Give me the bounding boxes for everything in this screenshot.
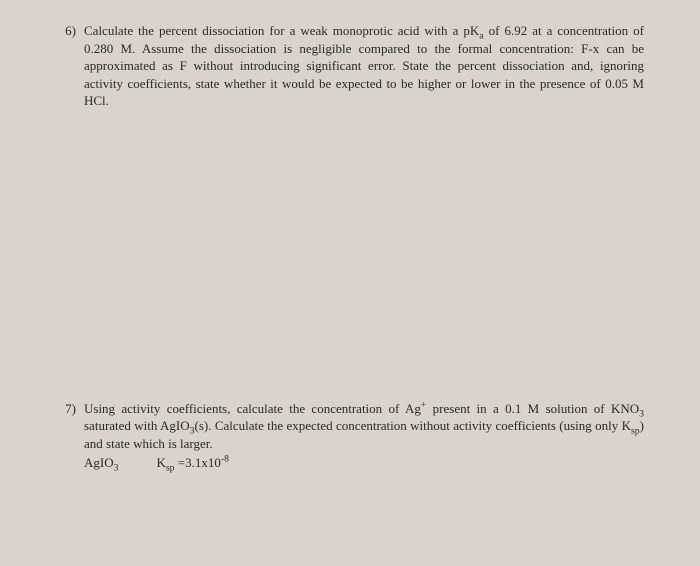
ksp-symbol: K xyxy=(156,455,165,470)
problem-body-6: Calculate the percent dissociation for a… xyxy=(84,22,644,110)
problem-number-6: 6) xyxy=(56,22,76,110)
problem-body-7: Using activity coefficients, calculate t… xyxy=(84,400,644,472)
document-page: 6) Calculate the percent dissociation fo… xyxy=(0,0,700,566)
subscript-sp: sp xyxy=(631,426,640,437)
text: Using activity coefficients, calculate t… xyxy=(84,401,421,416)
ksp-data-line: AgIO3 Ksp =3.1x10-8 xyxy=(84,454,644,472)
text: Calculate the percent dissociation for a… xyxy=(84,23,479,38)
text: (s). Calculate the expected concentratio… xyxy=(195,418,631,433)
subscript-sp: sp xyxy=(166,463,175,474)
superscript-exp: -8 xyxy=(221,454,229,465)
ksp-value: =3.1x10 xyxy=(175,455,221,470)
compound: AgIO xyxy=(84,455,114,470)
problem-6: 6) Calculate the percent dissociation fo… xyxy=(56,22,644,110)
subscript-3: 3 xyxy=(114,463,119,474)
text: present in a 0.1 M solution of KNO xyxy=(426,401,639,416)
problem-number-7: 7) xyxy=(56,400,76,472)
text: saturated with AgIO xyxy=(84,418,190,433)
problem-7: 7) Using activity coefficients, calculat… xyxy=(56,400,644,472)
